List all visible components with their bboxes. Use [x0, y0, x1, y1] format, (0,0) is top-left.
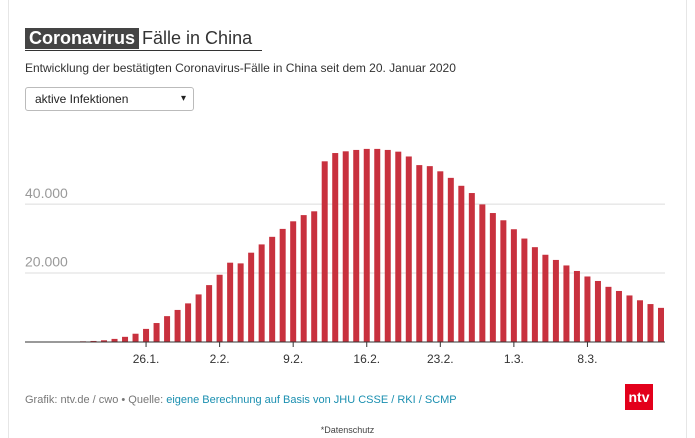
bar [416, 165, 423, 342]
bar [248, 252, 255, 342]
source-link[interactable]: eigene Berechnung auf Basis von JHU CSSE… [166, 394, 457, 406]
bar [216, 274, 223, 342]
subtitle: Entwicklung der bestätigten Coronavirus-… [25, 61, 456, 75]
title: Coronavirus Fälle in China [25, 28, 263, 51]
title-highlight: Coronavirus [25, 28, 140, 49]
dropdown[interactable]: aktive Infektionen ▾ [25, 87, 194, 111]
bar [647, 304, 654, 342]
x-tick-label: 1.3. [504, 352, 524, 366]
bar [395, 151, 402, 342]
bar [353, 149, 360, 342]
bar [489, 213, 496, 342]
bar [237, 263, 244, 342]
bar [174, 309, 181, 342]
bar [521, 238, 528, 342]
y-tick-label: 40.000 [25, 185, 68, 201]
dropdown-label: aktive Infektionen [35, 92, 129, 106]
bar [90, 340, 97, 342]
bar [573, 270, 580, 342]
bar [542, 254, 549, 342]
bar [500, 220, 507, 342]
bar [563, 265, 570, 342]
x-tick-label: 16.2. [353, 352, 380, 366]
privacy-link[interactable]: *Datenschutz [320, 425, 375, 435]
bar [311, 211, 318, 342]
bar [153, 323, 160, 342]
bar [258, 244, 265, 342]
bar [426, 166, 433, 342]
bar [279, 228, 286, 342]
source-prefix: Grafik: ntv.de / cwo • Quelle: [25, 394, 164, 406]
bar [584, 276, 591, 342]
bar [594, 280, 601, 342]
x-tick-label: 2.2. [210, 352, 230, 366]
bar [143, 328, 150, 342]
title-rest: Fälle in China [142, 28, 253, 48]
bar [615, 290, 622, 342]
bar [636, 300, 643, 342]
x-tick-label: 9.2. [283, 352, 303, 366]
bar [164, 316, 171, 342]
logo[interactable]: ntv [625, 384, 653, 410]
bar [437, 171, 444, 342]
bar [269, 236, 276, 342]
bar [531, 247, 538, 342]
bar [479, 204, 486, 342]
bar [626, 295, 633, 342]
bar [300, 215, 307, 342]
bar [605, 286, 612, 342]
bar [101, 340, 108, 342]
bar [552, 259, 559, 342]
bar [122, 336, 129, 342]
y-tick-label: 20.000 [25, 254, 68, 270]
bar [111, 338, 118, 342]
bar [342, 151, 349, 342]
bar [384, 149, 391, 342]
x-tick-label: 26.1. [133, 352, 160, 366]
bar [458, 185, 465, 342]
bar [290, 221, 297, 342]
bar [185, 303, 192, 342]
dropdown-arrow: ▾ [180, 93, 186, 104]
bar [405, 156, 412, 342]
bar [132, 333, 139, 342]
bar [321, 161, 328, 342]
bar [206, 285, 213, 342]
card [8, 0, 687, 438]
bar [227, 262, 234, 342]
footer: Grafik: ntv.de / cwo • Quelle: eigene Be… [25, 394, 457, 406]
x-tick-label: 23.2. [427, 352, 454, 366]
bar [658, 307, 664, 342]
bar [332, 153, 339, 342]
bar [468, 193, 475, 342]
bar [510, 229, 517, 342]
bar [363, 148, 370, 342]
bar [195, 294, 202, 342]
x-tick-label: 8.3. [577, 352, 597, 366]
bar [374, 148, 381, 342]
bar [447, 177, 454, 342]
